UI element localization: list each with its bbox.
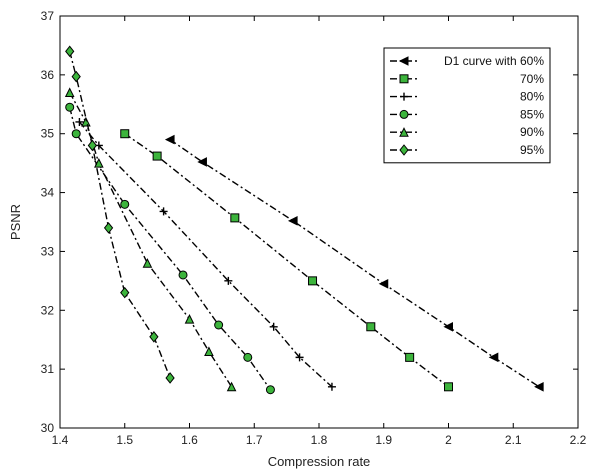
y-tick-label: 32 xyxy=(41,303,55,317)
x-tick-label: 1.5 xyxy=(116,433,133,447)
y-axis-label: PSNR xyxy=(8,204,23,240)
data-point xyxy=(308,276,318,286)
data-point xyxy=(87,139,98,152)
series-3 xyxy=(65,102,275,395)
x-tick-label: 2.1 xyxy=(505,433,522,447)
data-point xyxy=(120,129,130,139)
data-point xyxy=(149,330,159,343)
data-point xyxy=(398,56,409,66)
data-point xyxy=(399,144,409,156)
data-point xyxy=(400,92,408,101)
axes: 1.4 1.5 1.6 1.7 1.8 1.9 2 2.1 2.2 30 31 32 33 34 35 36 3… xyxy=(41,9,587,447)
data-point xyxy=(488,352,499,363)
data-point xyxy=(184,313,195,324)
x-tick-label: 2 xyxy=(445,433,452,447)
x-tick-label: 1.4 xyxy=(52,433,69,447)
data-point xyxy=(103,222,114,234)
data-point xyxy=(159,207,168,216)
series-0 xyxy=(164,134,544,392)
data-point xyxy=(178,270,188,280)
data-point xyxy=(405,352,415,362)
data-point xyxy=(197,157,207,167)
legend-box xyxy=(383,47,551,164)
series-4 xyxy=(64,87,237,392)
data-point xyxy=(378,278,389,289)
data-point xyxy=(287,216,298,226)
data-point xyxy=(226,381,237,392)
series-5 xyxy=(65,45,175,384)
legend-item: 85% xyxy=(390,107,544,121)
y-tick-label: 30 xyxy=(41,421,55,435)
data-point xyxy=(366,322,376,332)
legend-label: D1 curve with 60% xyxy=(444,54,544,68)
legend-label: 85% xyxy=(520,107,544,121)
y-tick-label: 37 xyxy=(41,9,55,23)
data-point xyxy=(75,117,84,126)
data-point xyxy=(81,116,91,127)
y-tick-label: 34 xyxy=(41,186,55,200)
x-tick-label: 2.2 xyxy=(570,433,587,447)
data-point xyxy=(142,258,153,268)
data-point xyxy=(444,382,453,392)
x-tick-label: 1.6 xyxy=(181,433,198,447)
data-point xyxy=(269,322,278,331)
x-tick-label: 1.9 xyxy=(375,433,392,447)
series-1 xyxy=(120,129,453,392)
legend-item: 90% xyxy=(390,125,544,139)
data-point xyxy=(534,381,544,392)
data-point xyxy=(214,320,224,330)
data-point xyxy=(71,129,81,139)
data-point xyxy=(204,346,214,356)
y-tick-label: 35 xyxy=(41,127,55,141)
legend-item: 70% xyxy=(390,72,544,86)
chart-marks xyxy=(64,45,544,395)
data-point xyxy=(94,158,104,168)
series-2 xyxy=(75,117,336,391)
data-point xyxy=(230,213,240,223)
data-point xyxy=(120,286,130,299)
data-point xyxy=(64,87,75,98)
y-tick-label: 33 xyxy=(41,244,55,258)
data-point xyxy=(327,382,336,391)
data-point xyxy=(399,74,409,84)
legend: D1 curve with 60% 70% 80% 85% 90% 95% xyxy=(383,47,551,164)
legend-label: 70% xyxy=(520,72,544,86)
data-point xyxy=(443,321,453,332)
data-point xyxy=(399,127,409,137)
data-point xyxy=(399,109,409,119)
data-point xyxy=(165,372,175,384)
legend-item: 95% xyxy=(390,143,544,157)
legend-label: 90% xyxy=(520,125,544,139)
data-point xyxy=(65,45,75,58)
legend-item: D1 curve with 60% xyxy=(390,54,544,68)
data-point xyxy=(265,385,275,395)
data-point xyxy=(71,70,81,83)
legend-label: 95% xyxy=(520,143,544,157)
data-point xyxy=(164,134,175,145)
data-point xyxy=(65,102,75,112)
legend-label: 80% xyxy=(520,90,544,104)
x-tick-label: 1.7 xyxy=(246,433,263,447)
data-point xyxy=(295,353,304,362)
x-tick-label: 1.8 xyxy=(311,433,328,447)
x-axis-label: Compression rate xyxy=(268,454,371,469)
data-point xyxy=(243,352,253,362)
y-tick-label: 36 xyxy=(41,68,55,82)
data-point xyxy=(120,199,130,209)
data-point xyxy=(224,276,233,285)
legend-item: 80% xyxy=(390,90,544,104)
data-point xyxy=(152,151,162,161)
y-tick-label: 31 xyxy=(41,362,55,376)
